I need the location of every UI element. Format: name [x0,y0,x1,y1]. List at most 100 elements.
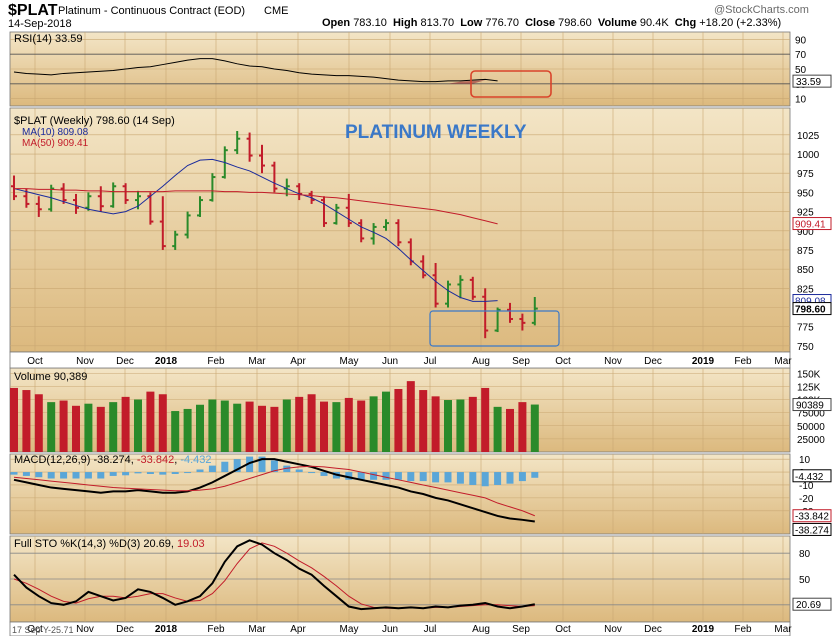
macd-last-box [792,522,832,536]
high-value: 813.70 [420,17,455,29]
x-axis-strip-bottom [9,621,791,636]
date-label: 14-Sep-2018 [8,18,72,30]
macd-histogram-bar [320,472,328,476]
volume-bar [320,401,328,452]
panel-macd [9,453,791,535]
volume-bar [59,400,68,452]
footer-date-note: 17 Sep Y-25.71 [12,625,74,635]
volume-bar [171,411,180,452]
instrument-name: Platinum - Continuous Contract (EOD) [58,5,246,17]
volume-bar [146,391,155,452]
macd-line [13,458,535,523]
sto-last-value: 20.69 [796,600,821,611]
x-tick-label-top: Feb [734,356,752,367]
sto-k-line [13,539,535,611]
macd-histogram-bar [494,472,502,485]
macd-histogram-bar [97,472,105,479]
macd-histogram-bar [146,472,154,474]
volume-bar [307,394,316,452]
ma10-last-value: 809.08 [795,297,826,308]
price-y-tick: 975 [797,169,814,180]
x-tick-label-top: Oct [27,356,43,367]
price-y-tick: 925 [797,208,814,219]
x-tick-label-bottom: 2019 [692,624,715,635]
volume-bar [493,406,502,452]
x-tick-label-bottom: Sep [512,624,530,635]
volume-bar [270,406,279,452]
close-value: 798.60 [558,17,592,29]
macd-hist-value: -4.432 [180,454,211,466]
x-tick-label-bottom: Jul [424,624,437,635]
volume-bar [158,394,167,452]
macd-histogram-bar [407,472,415,482]
macd-histogram-bar [196,469,204,473]
volume-bar [382,391,390,452]
volume-bar [96,406,105,452]
volume-bar [444,400,452,452]
volume-bar [245,401,254,452]
watermark: @StockCharts.com [714,4,809,16]
macd-histogram-bar [208,465,216,473]
macd-histogram-bar [258,456,266,473]
volume-bar [121,396,130,452]
volume-bar [394,389,403,452]
low-label: Low [460,17,483,29]
open-label: Open [322,17,351,29]
macd-histogram-bar [10,472,18,475]
x-tick-label-bottom: Jun [382,624,398,635]
volume-last-box [792,398,832,412]
volume-bar [84,403,93,452]
macd-signal-line [13,465,535,517]
sto-y-tick: 50 [799,575,811,586]
macd-histogram-bar [159,472,167,475]
volume-label: Volume 90,389 [14,371,87,383]
macd-histogram-bar [109,472,117,476]
x-tick-label-top: Sep [512,356,530,367]
volume-bar [220,400,229,452]
sto-label: Full STO %K(14,3) %D(3) 20.69, 19.03 [14,538,205,550]
macd-label-sep: , [174,454,180,466]
volume-y-tick: 50000 [797,422,825,433]
macd-histogram-bar [84,472,92,479]
x-tick-label-bottom: Feb [734,624,752,635]
price-y-tick: 1000 [797,150,820,161]
macd-histogram-bar [35,472,43,478]
rsi-y-tick: 70 [795,50,807,61]
price-y-tick: 825 [797,284,814,295]
price-y-tick: 1025 [797,131,820,142]
ma50-last-value: 909.41 [795,220,826,231]
volume-bar [295,396,304,452]
macd-histogram-bar [270,460,278,473]
x-tick-label-bottom: Dec [644,624,662,635]
volume-bar [481,387,490,452]
volume-bar [406,381,415,452]
close-last-box [792,302,832,316]
macd-histogram-bar [419,472,427,482]
volume-value: 90.4K [639,17,669,29]
macd-histogram-bar [308,472,316,474]
x-tick-label-top: Mar [774,356,792,367]
ohlc-summary: Open 783.10 High 813.70 Low 776.70 Close… [322,17,781,29]
macd-histogram-bar [134,472,142,474]
macd-last-box [792,509,832,523]
header-bar: $PLAT Platinum - Continuous Contract (EO… [0,0,833,30]
macd-histogram-bar [456,472,464,484]
rsi-y-tick: 10 [795,95,807,106]
ma10-legend: MA(10) 809.08 [22,127,89,138]
volume-y-tick: 150K [797,369,821,380]
x-tick-label-top: Jun [382,356,398,367]
x-tick-label-top: 2018 [155,356,178,367]
macd-histogram-bar [233,459,241,473]
rsi-y-tick: 90 [795,35,807,46]
x-tick-label-top: Dec [644,356,662,367]
x-tick-label-top: Feb [207,356,225,367]
panel-price [9,107,791,353]
x-tick-label-bottom: Nov [604,624,622,635]
macd-y-tick: 10 [799,455,811,466]
volume-bar [72,405,80,452]
volume-bar [419,390,428,452]
high-label: High [392,17,418,29]
x-tick-label-top: Dec [116,356,134,367]
chg-value: +18.20 (+2.33%) [699,17,782,29]
